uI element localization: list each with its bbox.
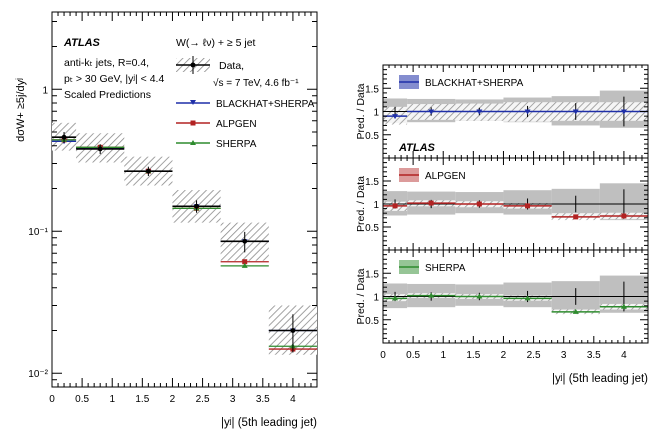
alpgen-pred-marker — [242, 259, 248, 265]
info-line-scaled: Scaled Predictions — [64, 89, 151, 101]
sherpa-legend-label: SHERPA — [425, 263, 466, 274]
ratio-y-tick-label: 1.5 — [365, 269, 379, 280]
x-tick-label: 1.5 — [135, 394, 149, 405]
x-tick-label: 3 — [230, 394, 236, 405]
data-marker — [145, 168, 151, 174]
ratio-y-tick-label: 1.5 — [365, 84, 379, 95]
ratio-x-tick-label: 3 — [561, 350, 567, 361]
legend-data-label: Data, — [219, 60, 244, 72]
y-tick-label: 10⁻¹ — [28, 227, 48, 238]
blackhat-ratio-marker — [476, 109, 483, 115]
ratio-x-tick-label: 1.5 — [466, 350, 480, 361]
legend-blackhat-label: BLACKHAT+SHERPA — [216, 99, 315, 110]
blackhat-ratio-marker — [524, 109, 531, 115]
legend-alpgen-marker — [190, 120, 196, 126]
alpgen-ratio-marker — [476, 201, 482, 207]
x-tick-label: 0.5 — [75, 394, 89, 405]
ratio-x-tick-label: 4 — [621, 350, 627, 361]
y-tick-label: 1 — [42, 85, 48, 96]
x-tick-label: 2.5 — [196, 394, 210, 405]
x-tick-label: 3.5 — [256, 394, 270, 405]
sherpa-ratio-marker — [428, 292, 435, 298]
blackhat-legend-label: BLACKHAT+SHERPA — [425, 78, 524, 89]
alpgen-ratio-marker — [428, 200, 434, 206]
data-marker — [290, 328, 296, 333]
ratio-x-tick-label: 1 — [440, 350, 446, 361]
main-y-axis-label: dσW+ ≥5j/dyʲ — [15, 78, 27, 142]
process-label: W(→ ℓν) + ≥ 5 jet — [176, 37, 256, 49]
x-tick-label: 0 — [49, 394, 55, 405]
ratio-y-tick-label: 0.5 — [365, 131, 379, 142]
data-marker — [194, 203, 199, 209]
alpgen-ratio-marker — [573, 214, 579, 220]
x-tick-label: 4 — [290, 394, 296, 405]
sherpa-ratio-marker — [524, 295, 531, 301]
ratio-y-tick-label: 1.5 — [365, 177, 379, 188]
x-tick-label: 1 — [109, 394, 115, 405]
alpgen-ratio-marker — [621, 213, 627, 219]
legend-data-marker — [190, 62, 196, 68]
ratio-x-tick-label: 2.5 — [527, 350, 541, 361]
ratio-panel-sherpa: 0.5 1 1.5 SHERPA Pred. / Data — [355, 249, 649, 344]
legend-blackhat-marker — [190, 100, 196, 105]
main-x-axis-label: |yʲ| (5th leading jet) — [221, 417, 317, 429]
alpgen-ratio-marker — [525, 203, 531, 209]
x-tick-label: 2 — [170, 394, 176, 405]
blackhat-ratio-marker — [428, 109, 435, 115]
legend-sherpa-marker — [190, 140, 196, 145]
ratio-y-tick-label: 1 — [373, 200, 379, 211]
sherpa-ratio-marker — [476, 293, 483, 299]
ratio-y-tick-label: 1 — [373, 108, 379, 119]
info-line-cuts: pₜ > 30 GeV, |yʲ| < 4.4 — [64, 73, 164, 85]
alpgen-ratio-marker — [392, 203, 398, 209]
main-plot: 1 10⁻¹ 10⁻² 0 0.5 1 1.5 2 2.5 3 3.5 4 ATLAS anti-k… — [15, 11, 318, 429]
y-tick-label: 10⁻² — [28, 369, 48, 380]
blackhat-ratio-marker — [392, 114, 399, 120]
ratio-x-tick-label: 2 — [501, 350, 507, 361]
ratio-y-axis-label: Pred. / Data — [355, 83, 367, 139]
atlas-label: ATLAS — [63, 37, 101, 49]
blackhat-ratio-marker — [620, 109, 627, 115]
ratio-y-axis-label: Pred. / Data — [355, 268, 367, 324]
ratio-y-tick-label: 0.5 — [365, 316, 379, 327]
legend-alpgen-label: ALPGEN — [216, 119, 257, 130]
ratio-x-axis-label: |yʲ| (5th leading jet) — [552, 373, 648, 385]
ratio-atlas-label: ATLAS — [398, 142, 436, 154]
ratio-x-tick-label: 0 — [380, 350, 386, 361]
lumi-label: √s = 7 TeV, 4.6 fb⁻¹ — [213, 77, 299, 89]
ratio-panel-blackhat: 0.5 1 1.5 BLACKHAT+SHERPA Pred. / Data — [355, 64, 649, 159]
data-marker — [97, 146, 103, 152]
sherpa-ratio-marker — [392, 295, 399, 301]
ratio-x-tick-label: 3.5 — [587, 350, 601, 361]
ratio-y-axis-label: Pred. / Data — [355, 176, 367, 232]
legend: Data, √s = 7 TeV, 4.6 fb⁻¹ BLACKHAT+SHER… — [176, 56, 315, 150]
sherpa-ratio-marker — [620, 303, 627, 309]
ratio-panel-alpgen: 0.5 1 1.5 ALPGEN Pred. / Data — [355, 157, 649, 251]
alpgen-legend-label: ALPGEN — [425, 171, 466, 182]
sherpa-ratio-marker — [572, 308, 579, 314]
data-marker — [242, 238, 248, 244]
sherpa-pred-marker — [241, 262, 248, 268]
ratio-y-tick-label: 1 — [373, 293, 379, 304]
info-line-jets: anti-kₜ jets, R=0.4, — [64, 57, 149, 69]
legend-sherpa-label: SHERPA — [216, 139, 257, 150]
ratio-x-tick-label: 0.5 — [406, 350, 420, 361]
blackhat-ratio-marker — [572, 109, 579, 115]
ratio-y-tick-label: 0.5 — [365, 223, 379, 234]
data-marker — [61, 134, 67, 140]
